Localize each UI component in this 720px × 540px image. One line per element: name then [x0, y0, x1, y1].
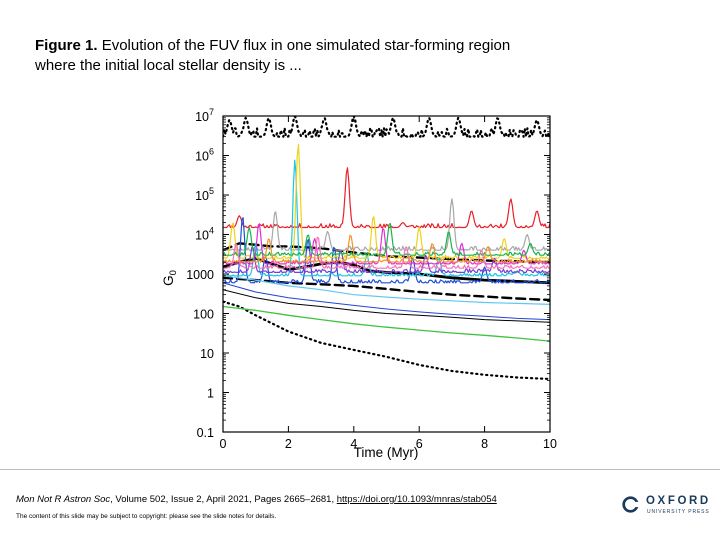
- publisher-subtitle: UNIVERSITY PRESS: [647, 509, 710, 515]
- y-tick-label: 104: [195, 226, 214, 243]
- figure-caption: Figure 1. Evolution of the FUV flux in o…: [35, 36, 515, 76]
- publisher-name: OXFORD: [646, 495, 711, 507]
- y-tick-label: 107: [195, 107, 214, 124]
- y-tick-label: 100: [193, 308, 214, 322]
- y-tick-label: 106: [195, 147, 214, 164]
- y-tick-label-base: 10: [195, 189, 209, 203]
- y-tick-label-base: 10: [200, 347, 214, 361]
- y-tick-label-base: 10: [195, 229, 209, 243]
- series-line-blue-low: [223, 282, 550, 321]
- y-tick-label: 10: [200, 347, 214, 361]
- y-tick-label-exponent: 5: [209, 186, 214, 196]
- y-axis-label-main: G: [161, 275, 176, 286]
- series-line-red: [223, 167, 550, 229]
- y-axis-label: G0: [161, 270, 179, 286]
- citation: Mon Not R Astron Soc, Volume 502, Issue …: [16, 494, 497, 505]
- series-group: [223, 116, 550, 381]
- footer-divider: [0, 469, 720, 470]
- y-tick-label: 105: [195, 186, 214, 203]
- series-line-black-thin-low: [223, 289, 550, 323]
- series-line-blue: [223, 217, 550, 284]
- y-tick-label: 1: [207, 387, 214, 401]
- y-tick-label-base: 1000: [186, 268, 214, 282]
- plot-frame: [222, 115, 551, 433]
- x-tick-label: 6: [416, 437, 423, 451]
- x-tick-label: 8: [481, 437, 488, 451]
- series-line-minimum-dotted: [223, 300, 550, 381]
- x-tick-label: 0: [220, 437, 227, 451]
- y-tick-label-base: 10: [195, 110, 209, 124]
- series-line-lower-quartile-dashed: [223, 276, 550, 302]
- citation-journal: Mon Not R Astron Soc: [16, 494, 111, 505]
- figure-label: Figure 1.: [35, 37, 98, 54]
- oxford-logo-icon: [622, 496, 639, 513]
- x-tick-label: 10: [543, 437, 557, 451]
- y-tick-label: 1000: [186, 268, 214, 282]
- y-tick-label: 0.1: [197, 426, 214, 440]
- x-tick-label: 4: [350, 437, 357, 451]
- series-line-light-blue-low: [223, 275, 550, 305]
- series-line-green: [223, 222, 550, 256]
- y-tick-label-base: 100: [193, 308, 214, 322]
- series-line-green-lowest: [223, 305, 550, 342]
- y-tick-label-base: 0.1: [197, 426, 214, 440]
- doi-link[interactable]: https://doi.org/10.1093/mnras/stab054: [336, 494, 497, 505]
- series-line-pink: [223, 236, 550, 269]
- oxford-logo[interactable]: OXFORD UNIVERSITY PRESS: [622, 494, 714, 520]
- y-tick-label-exponent: 4: [209, 226, 214, 236]
- y-tick-label-exponent: 7: [209, 107, 214, 117]
- series-line-maximum-dotted: [223, 116, 550, 138]
- series-line-orange: [223, 234, 550, 263]
- figure-caption-text: Evolution of the FUV flux in one simulat…: [35, 37, 511, 74]
- x-axis-label: Time (Myr): [354, 445, 419, 460]
- x-tick-label: 2: [285, 437, 292, 451]
- y-tick-label-base: 10: [195, 150, 209, 164]
- y-axis-label-sub: 0: [168, 270, 179, 275]
- y-tick-label-base: 1: [207, 387, 214, 401]
- y-tick-label-exponent: 6: [209, 147, 214, 157]
- series-line-cyan: [223, 159, 550, 277]
- copyright-notice: The content of this slide may be subject…: [16, 513, 277, 520]
- citation-details: , Volume 502, Issue 2, April 2021, Pages…: [110, 494, 335, 505]
